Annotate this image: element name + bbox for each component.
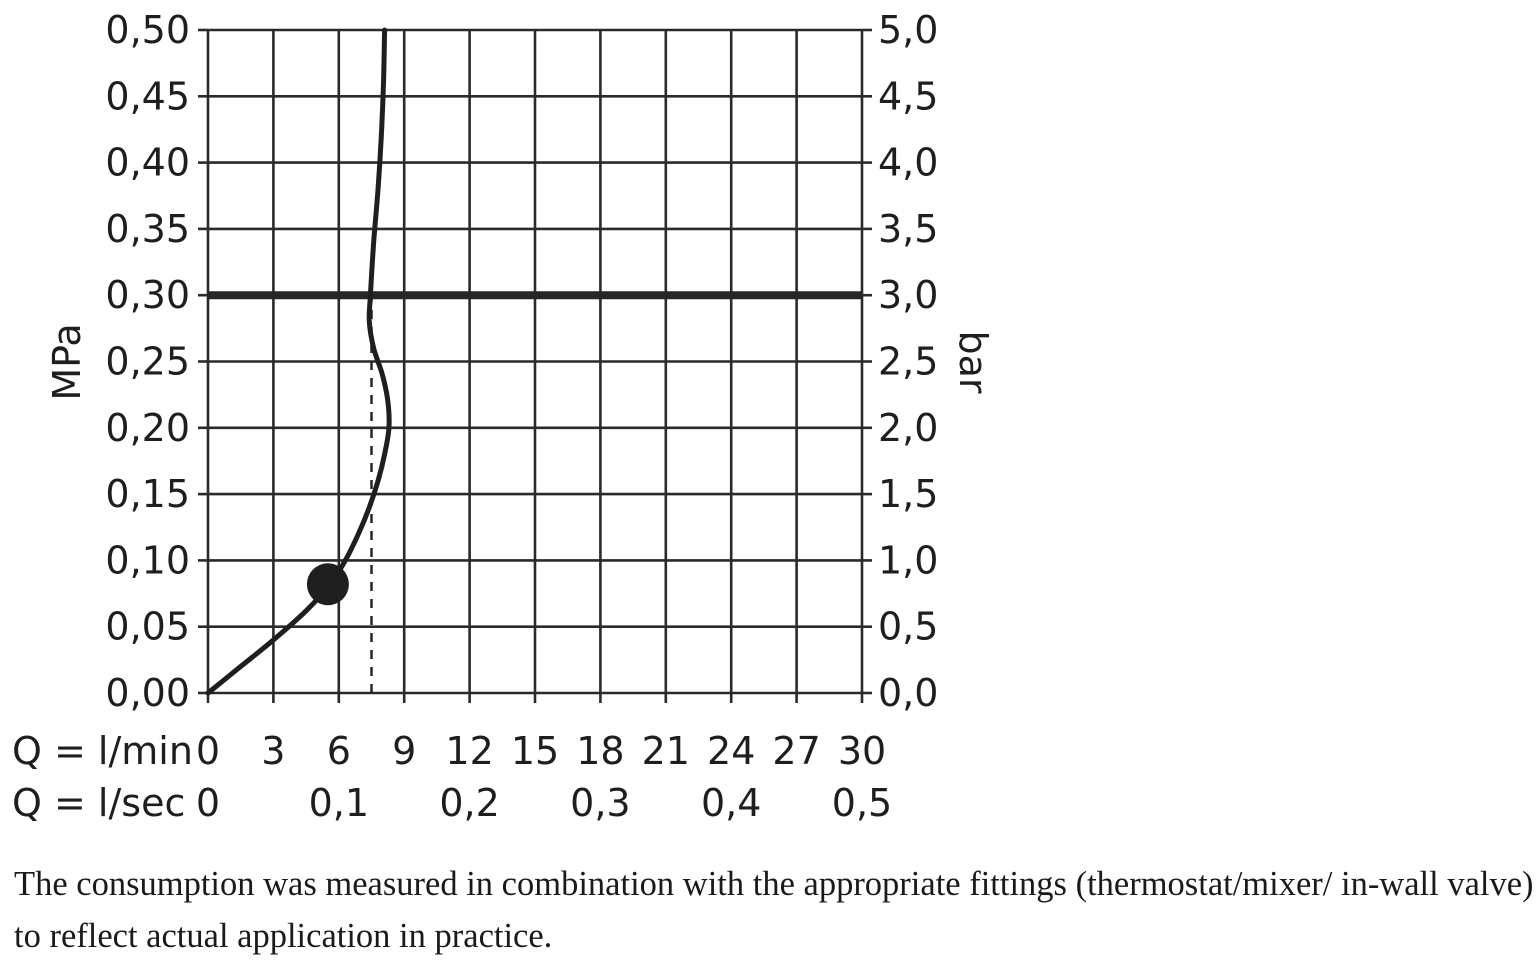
y-tick-label-left: 0,45 — [105, 74, 190, 118]
chart-series — [205, 27, 392, 696]
y-tick-label-right: 3,5 — [878, 207, 938, 251]
x-axis-title: Q = l/min — [12, 729, 193, 773]
marker-point — [306, 563, 349, 606]
chart-labels: 0 3 6 9 12 15 18 21 24 27 300,00 0,00,05 0,50,10 1,00… — [12, 8, 995, 825]
x2-tick-label: 0,1 — [309, 781, 369, 825]
x-tick-label: 3 — [261, 729, 285, 773]
y-tick-label-right: 0,5 — [878, 605, 938, 649]
x2-tick-label: 0,3 — [570, 781, 630, 825]
y-tick-label-right: 2,0 — [878, 406, 938, 450]
x-tick-label: 27 — [772, 729, 820, 773]
flow-curve — [205, 27, 392, 696]
x-tick-label: 21 — [642, 729, 690, 773]
flow-pressure-chart: 0 3 6 9 12 15 18 21 24 27 300,00 0,00,05 0,50,10 1,00… — [12, 8, 995, 825]
x-tick-label: 15 — [511, 729, 559, 773]
y-tick-label-left: 0,15 — [105, 472, 190, 516]
x-tick-label: 6 — [327, 729, 351, 773]
y-axis-title-left: MPa — [45, 323, 89, 400]
chart-grid — [198, 28, 872, 703]
x-tick-label: 9 — [392, 729, 416, 773]
y-tick-label-left: 0,10 — [105, 538, 190, 582]
y-tick-label-left: 0,20 — [105, 406, 190, 450]
x-tick-label: 30 — [838, 729, 886, 773]
caption-text: The consumption was measured in combinat… — [14, 865, 1534, 955]
x2-axis-title: Q = l/sec — [12, 781, 185, 825]
x-tick-label: 24 — [707, 729, 755, 773]
y-tick-label-right: 3,0 — [878, 273, 938, 317]
y-axis-title-right: bar — [951, 330, 995, 393]
y-tick-label-right: 4,5 — [878, 74, 938, 118]
chart-reference-lines — [208, 291, 862, 693]
x2-tick-label: 0,2 — [439, 781, 499, 825]
x-tick-label: 12 — [445, 729, 493, 773]
y-tick-label-left: 0,25 — [105, 340, 190, 384]
y-tick-label-right: 4,0 — [878, 141, 938, 185]
x-tick-label: 18 — [576, 729, 624, 773]
y-tick-label-left: 0,50 — [105, 8, 190, 52]
y-tick-label-right: 5,0 — [878, 8, 938, 52]
x2-tick-label: 0,4 — [701, 781, 761, 825]
y-tick-label-right: 1,5 — [878, 472, 938, 516]
y-tick-label-right: 0,0 — [878, 671, 938, 715]
y-tick-label-right: 2,5 — [878, 340, 938, 384]
y-tick-label-left: 0,35 — [105, 207, 190, 251]
y-tick-label-right: 1,0 — [878, 538, 938, 582]
y-tick-label-left: 0,00 — [105, 671, 190, 715]
x2-tick-label: 0 — [196, 781, 220, 825]
y-tick-label-left: 0,40 — [105, 141, 190, 185]
x-tick-label: 0 — [196, 729, 220, 773]
y-tick-label-left: 0,05 — [105, 605, 190, 649]
y-tick-label-left: 0,30 — [105, 273, 190, 317]
x2-tick-label: 0,5 — [832, 781, 892, 825]
